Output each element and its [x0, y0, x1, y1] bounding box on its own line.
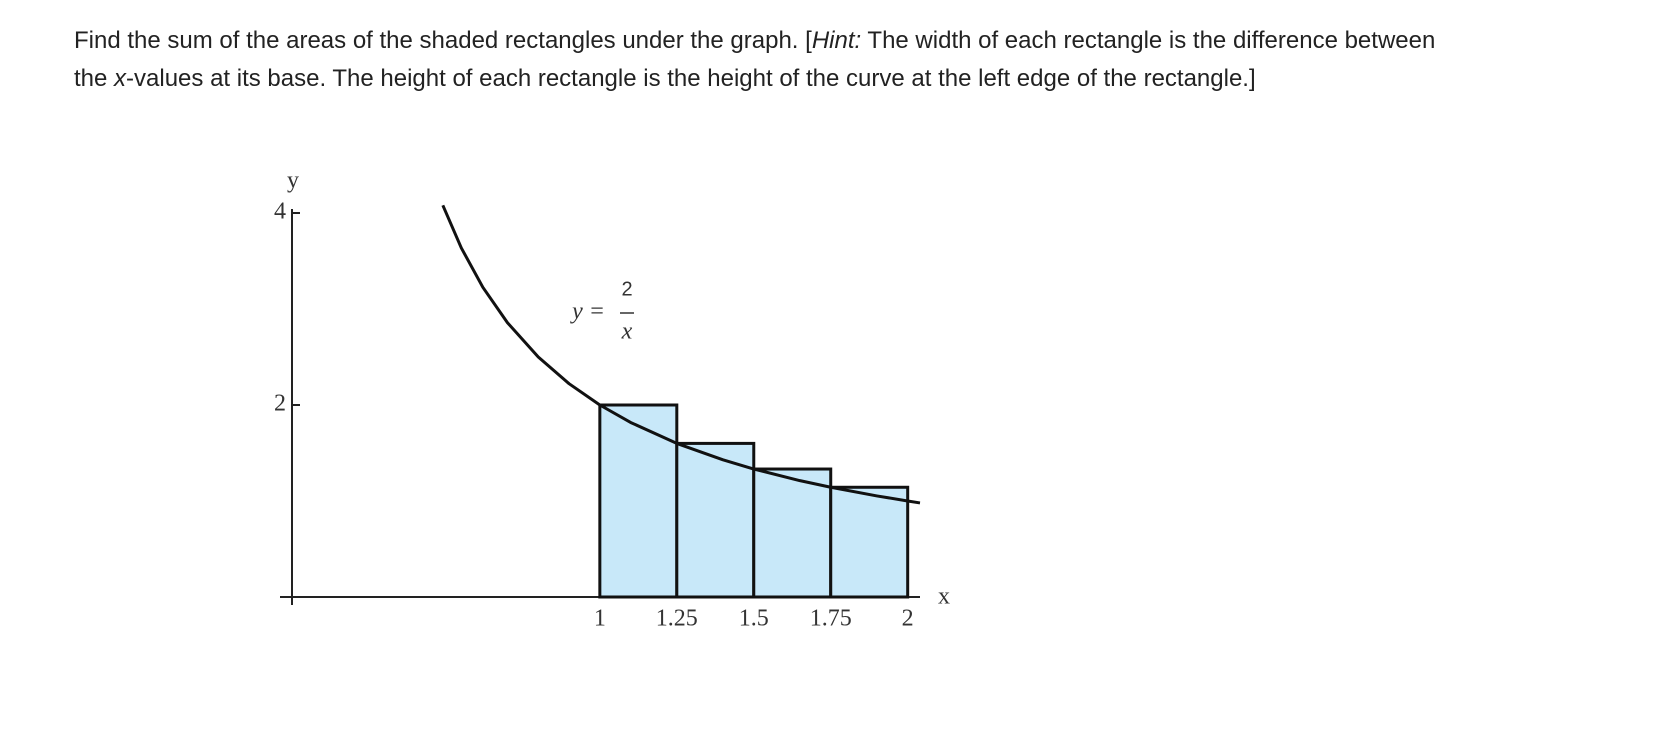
question-text: Find the sum of the areas of the shaded … — [74, 27, 812, 54]
question-text: -values at its base. The height of each … — [126, 65, 1256, 92]
y-tick-label: 4 — [274, 199, 286, 225]
curve — [441, 204, 921, 505]
x-tick-label: 2 — [902, 606, 914, 632]
x-axis-label: x — [938, 584, 950, 610]
hint-label: Hint: — [811, 27, 862, 54]
rectangle — [598, 403, 679, 599]
question-text: The width of each rectangle is the diffe… — [74, 27, 1436, 92]
curve-label-denominator: x — [621, 319, 633, 345]
x-tick-label: 1.5 — [739, 606, 769, 632]
curve-label-numerator: 2 — [621, 278, 632, 300]
variable: x — [114, 65, 127, 92]
rectangle — [675, 441, 756, 599]
y-tick-label: 2 — [274, 391, 286, 417]
x-tick-label: 1.25 — [656, 606, 698, 632]
question: Find the sum of the areas of the shaded … — [74, 22, 1474, 98]
y-axis-label: y — [287, 168, 299, 194]
x-tick-label: 1.75 — [810, 606, 852, 632]
curve-label: y = — [570, 299, 605, 325]
rectangle — [829, 485, 910, 599]
x-tick-label: 1 — [594, 606, 606, 632]
rectangle — [752, 467, 833, 599]
